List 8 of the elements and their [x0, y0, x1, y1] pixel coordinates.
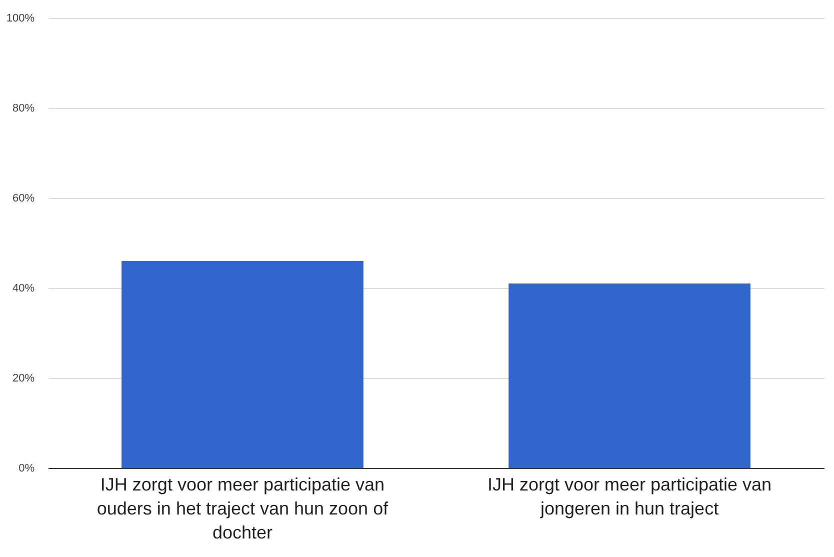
- y-tick-label: 0%: [18, 462, 35, 474]
- x-tick-label: IJH zorgt voor meer participatie van ouders in het traject van hun zoon of dochter: [96, 474, 390, 542]
- y-tick-label: 40%: [12, 282, 35, 294]
- y-tick-label: 60%: [12, 192, 35, 204]
- y-tick-label: 20%: [12, 372, 35, 384]
- x-tick-label: IJH zorgt voor meer participatie van jongeren in hun traject: [487, 474, 772, 518]
- y-tick-label: 100%: [6, 12, 35, 24]
- y-tick-label: 80%: [12, 102, 35, 114]
